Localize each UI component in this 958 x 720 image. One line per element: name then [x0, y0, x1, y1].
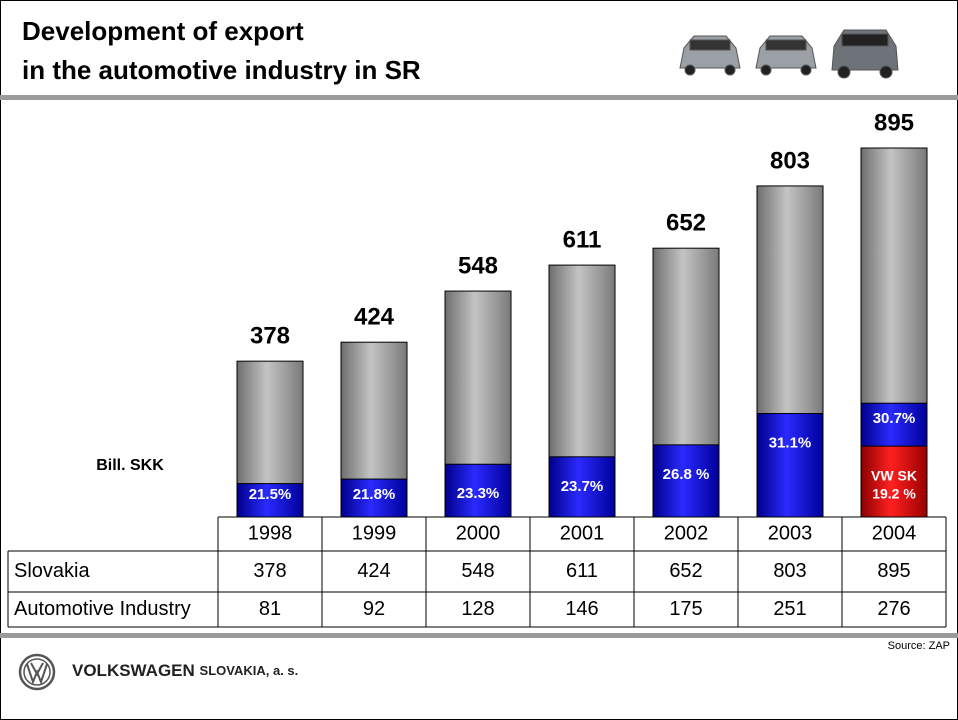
vw-sk-share: 19.2 %	[872, 486, 916, 502]
brand-name: VOLKSWAGEN	[72, 661, 195, 680]
value-label: 548	[458, 252, 498, 279]
cell: 175	[669, 598, 702, 620]
cell: 276	[877, 598, 910, 620]
cell: 251	[773, 598, 806, 620]
source: Source: ZAP	[888, 640, 950, 652]
cell: 1998	[248, 522, 293, 544]
cell: 81	[259, 598, 281, 620]
cell: 895	[877, 560, 910, 582]
cell: 424	[357, 560, 390, 582]
brand: VOLKSWAGEN SLOVAKIA, a. s.	[72, 661, 298, 680]
cell: 1999	[352, 522, 397, 544]
footer-rule	[0, 633, 958, 638]
share-label: 23.3%	[457, 485, 500, 502]
cell: 611	[566, 560, 598, 582]
value-label: 803	[770, 147, 810, 174]
cell: 92	[363, 598, 385, 620]
slide: Development of export in the automotive …	[0, 0, 958, 720]
value-label: 378	[250, 322, 290, 349]
row-label: Automotive Industry	[14, 598, 191, 620]
value-label: 895	[874, 109, 914, 136]
share-label: 21.5%	[249, 486, 292, 503]
cell: 2001	[560, 522, 605, 544]
title: in the automotive industry in SR	[22, 55, 421, 85]
title: Development of export	[22, 16, 304, 46]
cell: 548	[461, 560, 494, 582]
share-label: 26.8 %	[663, 466, 710, 483]
header-rule	[0, 95, 958, 100]
share-label: 31.1%	[769, 434, 812, 451]
cell: 128	[461, 598, 494, 620]
unit-label: Bill. SKK	[96, 457, 164, 474]
vw-sk-label: VW SK	[871, 468, 917, 484]
share-label: 23.7%	[561, 478, 604, 495]
cell: 2002	[664, 522, 709, 544]
cell: 2003	[768, 522, 813, 544]
value-label: 611	[563, 226, 602, 253]
value-label: 424	[354, 304, 395, 331]
share-label: 30.7%	[873, 410, 916, 427]
cell: 146	[565, 598, 598, 620]
value-label: 652	[666, 210, 706, 237]
cell: 2000	[456, 522, 501, 544]
cell: 803	[773, 560, 806, 582]
automotive-bar	[757, 414, 823, 517]
cell: 652	[669, 560, 702, 582]
company-name: SLOVAKIA, a. s.	[200, 663, 299, 678]
row-label: Slovakia	[14, 560, 90, 582]
cell: 2004	[872, 522, 917, 544]
cell: 378	[253, 560, 286, 582]
share-label: 21.8%	[353, 486, 396, 503]
